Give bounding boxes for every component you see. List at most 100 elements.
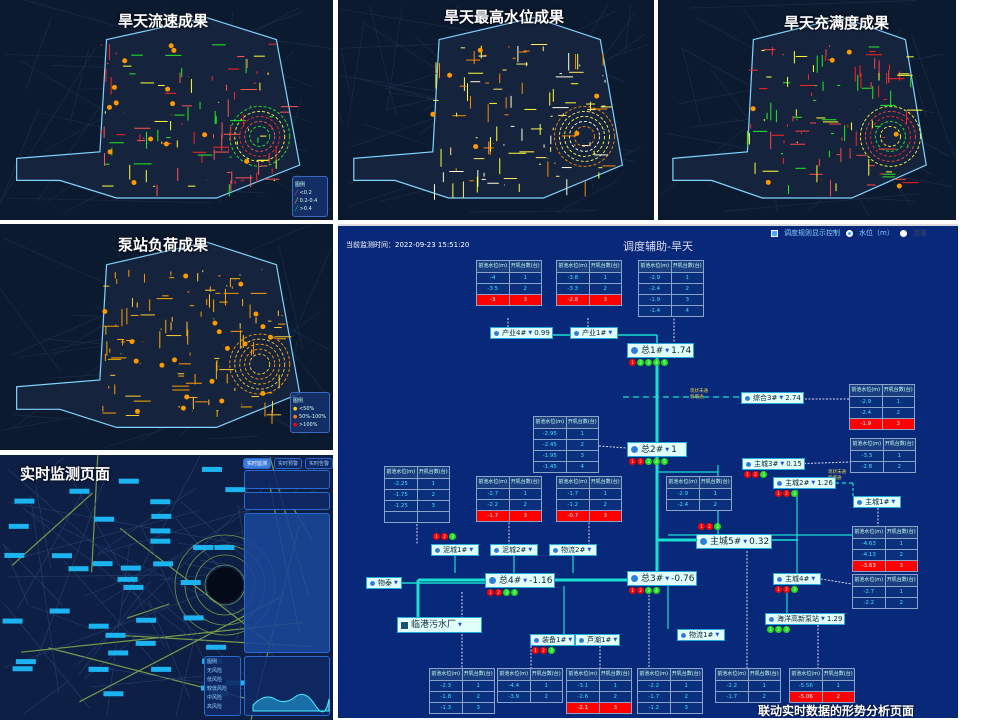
- table-row: -2.2 2: [477, 499, 541, 510]
- pump-icon: [699, 537, 708, 546]
- table-header: 前池水位(m) 开机台数(台): [853, 575, 917, 586]
- station-zh3[interactable]: 综合3# ▼ 2.74: [741, 392, 804, 404]
- station-lg[interactable]: 临港污水厂 ▼: [397, 617, 482, 633]
- tab-warning[interactable]: 实时预警: [274, 458, 303, 469]
- header-cell: 开机台数(台): [588, 477, 622, 488]
- station-cy1[interactable]: 产业1# ▼: [570, 327, 618, 339]
- table-row: -2.1 3: [567, 702, 631, 713]
- dropdown-icon[interactable]: ▼: [523, 577, 528, 584]
- dropdown-icon[interactable]: ▼: [665, 347, 670, 354]
- table-cell: 3: [508, 295, 542, 305]
- radio-flow[interactable]: [899, 229, 907, 237]
- pump-station-marker: [473, 144, 479, 150]
- station-cy4[interactable]: 产业4# ▼ 0.99: [490, 327, 553, 339]
- pump-station-marker: [172, 357, 178, 363]
- realtime-monitor-panel: 实时监测页面 实时监测 实时预警 实时告警 图例 无风险 低风险 较低风险 中风…: [0, 455, 333, 720]
- table-row: -3.5 2: [477, 283, 541, 294]
- table-cell: 2: [416, 490, 450, 500]
- station-wl1[interactable]: 物流1# ▼: [677, 629, 725, 641]
- pump-station-marker: [202, 132, 208, 138]
- dropdown-icon[interactable]: ▼: [613, 636, 618, 643]
- table-row: -0.7 3: [557, 510, 621, 521]
- pipe-line: [598, 445, 628, 449]
- table-cell: -3.8: [567, 275, 579, 281]
- station-name: 泥城2#: [502, 545, 527, 554]
- table-cell: -1.7: [487, 513, 499, 519]
- fill-map[interactable]: [658, 0, 956, 220]
- table-cell: 1: [565, 429, 599, 439]
- table-row: -2.9 1: [667, 488, 731, 499]
- pump-icon: [573, 329, 580, 337]
- dropdown-icon[interactable]: ▼: [394, 579, 398, 586]
- table-cell: -2.3: [440, 683, 452, 689]
- dropdown-icon[interactable]: ▼: [743, 538, 748, 545]
- header-cell: 开机台数(台): [821, 669, 855, 680]
- dropdown-icon[interactable]: ▼: [587, 546, 592, 553]
- dropdown-icon[interactable]: ▼: [891, 498, 896, 505]
- pump-map[interactable]: [0, 224, 333, 450]
- tab-realtime[interactable]: 实时监测: [243, 458, 272, 469]
- dropdown-icon[interactable]: ▼: [811, 575, 816, 582]
- header-cell: 前池水位(m): [717, 671, 747, 677]
- table-cell: 1: [588, 273, 622, 283]
- station-z3[interactable]: 总3# ▼ -0.76: [627, 571, 698, 586]
- station-z4[interactable]: 总4# ▼ -1.16: [485, 573, 556, 588]
- table-cell: 2: [598, 692, 632, 702]
- header-cell: 前池水位(m): [668, 479, 698, 485]
- station-zc4[interactable]: 主城4# ▼: [773, 573, 821, 585]
- station-z2[interactable]: 总2# ▼ 1: [627, 442, 687, 457]
- station-zc1[interactable]: 主城1# ▼: [853, 496, 901, 508]
- pipe-line: [789, 461, 851, 465]
- pump-light: 1: [433, 533, 440, 540]
- station-hy[interactable]: 海洋高新泵站 ▼ 1.29: [765, 613, 846, 625]
- dropdown-icon[interactable]: ▼: [665, 575, 670, 582]
- station-level: 1.74: [671, 345, 692, 356]
- dropdown-icon[interactable]: ▼: [811, 479, 816, 486]
- dropdown-icon[interactable]: ▼: [665, 446, 670, 453]
- dropdown-icon[interactable]: ▼: [469, 546, 474, 553]
- table-cell: -2.1: [577, 705, 589, 711]
- pump-icon: [630, 445, 639, 454]
- dropdown-icon[interactable]: ▼: [568, 636, 573, 643]
- dropdown-icon[interactable]: ▼: [780, 460, 785, 467]
- station-zc5[interactable]: 主城5# ▼ 0.32: [696, 534, 773, 549]
- panel-title: 旱天最高水位成果: [444, 8, 565, 26]
- header-cell: 前池水位(m): [568, 671, 598, 677]
- radio-level[interactable]: [846, 229, 853, 237]
- table-cell: -0.7: [567, 513, 579, 519]
- dropdown-icon[interactable]: ▼: [458, 622, 462, 628]
- rule-toggle-checkbox[interactable]: [771, 229, 778, 237]
- station-wt[interactable]: 物泰 ▼: [366, 577, 402, 589]
- station-nc2[interactable]: 泥城2# ▼: [490, 544, 538, 556]
- dropdown-icon[interactable]: ▼: [528, 546, 533, 553]
- station-zb1[interactable]: 装备1# ▼: [530, 634, 576, 646]
- monitor-point-label: [153, 561, 174, 567]
- pump-light: 3: [645, 458, 652, 465]
- monitor-list[interactable]: [244, 513, 330, 653]
- table-cell: 1: [670, 273, 704, 283]
- table-cell: [416, 512, 450, 522]
- station-zc2[interactable]: 主城2# ▼ 1.26: [773, 477, 836, 489]
- flow-map[interactable]: [0, 0, 333, 220]
- table-cell: -1.75: [393, 492, 408, 498]
- table-row: -1.75 2: [385, 489, 449, 500]
- dropdown-icon[interactable]: ▼: [608, 329, 613, 336]
- station-zc3[interactable]: 主城3# ▼ 0.15: [742, 458, 805, 470]
- monitor-point-label: [150, 499, 171, 505]
- dropdown-icon[interactable]: ▼: [715, 631, 720, 638]
- station-name: 主城2#: [785, 478, 810, 487]
- dropdown-icon[interactable]: ▼: [821, 615, 825, 622]
- dropdown-icon[interactable]: ▼: [779, 394, 784, 401]
- table-header: 前池水位(m) 开机台数(台): [557, 477, 621, 488]
- station-lc1[interactable]: 芦潮1# ▼: [575, 634, 621, 646]
- table-cell: -1.7: [648, 694, 660, 700]
- level-map[interactable]: [338, 0, 654, 220]
- level-pump-table: 前池水位(m) 开机台数(台) -3.3 1 -2.8 2: [850, 438, 916, 473]
- dropdown-icon[interactable]: ▼: [528, 329, 533, 336]
- tab-alarm[interactable]: 实时告警: [305, 458, 333, 469]
- station-z1[interactable]: 总1# ▼ 1.74: [627, 343, 695, 358]
- station-nc1[interactable]: 泥城1# ▼: [431, 544, 479, 556]
- station-wl2[interactable]: 物流2# ▼: [549, 544, 597, 556]
- table-cell: -2.2: [863, 600, 875, 606]
- pump-station-marker: [829, 57, 835, 63]
